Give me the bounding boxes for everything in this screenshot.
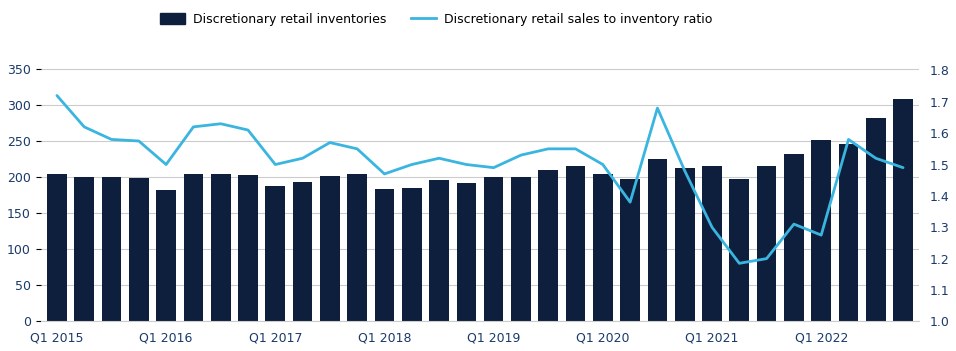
Bar: [511, 177, 531, 321]
Bar: [429, 180, 449, 321]
Bar: [593, 174, 613, 321]
Bar: [538, 170, 558, 321]
Bar: [238, 175, 258, 321]
Bar: [156, 190, 176, 321]
Bar: [703, 166, 722, 321]
Bar: [320, 176, 339, 321]
Bar: [402, 188, 422, 321]
Bar: [566, 166, 585, 321]
Bar: [347, 174, 367, 321]
Bar: [47, 174, 67, 321]
Bar: [457, 183, 476, 321]
Bar: [266, 186, 285, 321]
Legend: Discretionary retail inventories, Discretionary retail sales to inventory ratio: Discretionary retail inventories, Discre…: [155, 8, 717, 31]
Bar: [129, 178, 148, 321]
Bar: [75, 177, 94, 321]
Bar: [184, 174, 204, 321]
Bar: [866, 118, 885, 321]
Bar: [620, 179, 640, 321]
Bar: [484, 177, 504, 321]
Bar: [893, 99, 913, 321]
Bar: [293, 182, 313, 321]
Bar: [647, 159, 667, 321]
Bar: [375, 190, 394, 321]
Bar: [101, 177, 121, 321]
Bar: [675, 168, 695, 321]
Bar: [211, 174, 230, 321]
Bar: [812, 140, 831, 321]
Bar: [838, 144, 858, 321]
Bar: [757, 166, 776, 321]
Bar: [784, 154, 804, 321]
Bar: [729, 179, 750, 321]
